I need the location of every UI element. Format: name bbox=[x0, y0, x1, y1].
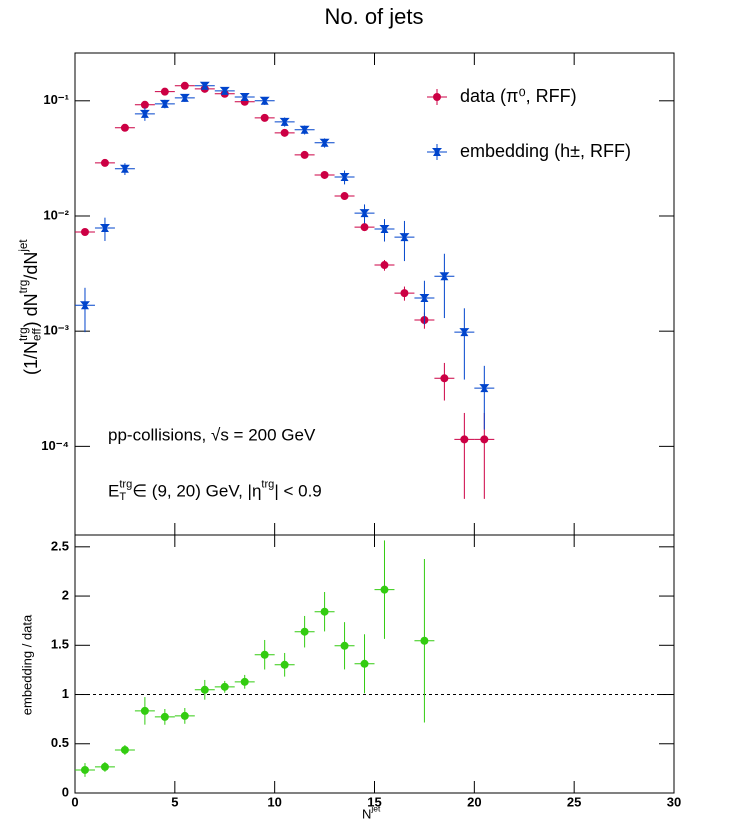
marker bbox=[100, 158, 109, 167]
marker bbox=[320, 170, 329, 179]
marker bbox=[319, 138, 330, 147]
marker bbox=[260, 113, 269, 122]
marker bbox=[260, 650, 269, 659]
annotation: E bbox=[108, 481, 119, 500]
y-tick-label: 1.5 bbox=[51, 637, 69, 652]
marker bbox=[120, 745, 129, 754]
y-axis-label-part: trg bbox=[17, 280, 30, 294]
marker bbox=[160, 712, 169, 721]
marker bbox=[239, 92, 250, 101]
marker bbox=[119, 164, 130, 173]
marker bbox=[199, 81, 210, 90]
x-tick-label: 0 bbox=[71, 794, 78, 809]
marker bbox=[80, 228, 89, 237]
y-tick-label: 0.5 bbox=[51, 735, 69, 750]
marker bbox=[340, 641, 349, 650]
marker bbox=[279, 117, 290, 126]
marker bbox=[99, 223, 110, 232]
marker bbox=[160, 87, 169, 96]
marker bbox=[459, 328, 470, 337]
x-tick-label: 5 bbox=[171, 794, 178, 809]
marker bbox=[380, 261, 389, 270]
annotation: trg bbox=[261, 478, 274, 490]
marker bbox=[360, 223, 369, 232]
y-axis-label: embedding / data bbox=[19, 614, 34, 715]
marker bbox=[180, 711, 189, 720]
chart-title: No. of jets bbox=[324, 4, 423, 29]
marker bbox=[80, 765, 89, 774]
y-axis-label-part: jet bbox=[17, 239, 30, 253]
marker bbox=[219, 86, 230, 95]
marker bbox=[339, 173, 350, 182]
x-axis-label: N bbox=[362, 806, 371, 821]
y-tick-label: 10⁻² bbox=[43, 207, 69, 222]
y-tick-label: 10⁻³ bbox=[43, 323, 69, 338]
annotation: | < 0.9 bbox=[274, 481, 321, 500]
marker bbox=[440, 374, 449, 383]
marker bbox=[79, 301, 90, 310]
marker bbox=[179, 93, 190, 102]
marker bbox=[200, 685, 209, 694]
y-axis-label-part: ) dN bbox=[21, 293, 41, 327]
marker bbox=[280, 660, 289, 669]
x-tick-label: 25 bbox=[567, 794, 581, 809]
marker bbox=[240, 677, 249, 686]
annotation: T bbox=[119, 491, 126, 503]
marker bbox=[100, 762, 109, 771]
legend-label: embedding (h±, RFF) bbox=[460, 141, 631, 161]
legend-marker bbox=[433, 93, 441, 101]
marker bbox=[140, 100, 149, 109]
y-tick-label: 1 bbox=[62, 686, 69, 701]
marker bbox=[399, 233, 410, 242]
x-tick-label: 30 bbox=[667, 794, 681, 809]
marker bbox=[340, 192, 349, 201]
marker bbox=[419, 294, 430, 303]
marker bbox=[439, 272, 450, 281]
y-axis-label-part: eff bbox=[30, 327, 43, 341]
marker bbox=[120, 123, 129, 132]
marker bbox=[460, 435, 469, 444]
x-tick-label: 20 bbox=[467, 794, 481, 809]
marker bbox=[479, 384, 490, 393]
y-axis-label-part: (1/N bbox=[21, 341, 41, 375]
marker bbox=[140, 706, 149, 715]
marker bbox=[139, 109, 150, 118]
marker bbox=[360, 659, 369, 668]
marker bbox=[480, 435, 489, 444]
annotation: pp-collisions, √s = 200 GeV bbox=[108, 425, 316, 444]
marker bbox=[180, 81, 189, 90]
marker bbox=[379, 225, 390, 234]
marker bbox=[220, 682, 229, 691]
y-tick-label: 10⁻¹ bbox=[43, 92, 69, 107]
marker bbox=[420, 636, 429, 645]
y-tick-label: 10⁻⁴ bbox=[41, 438, 69, 453]
marker bbox=[400, 289, 409, 298]
y-axis-label-part: /dN bbox=[21, 252, 41, 280]
marker bbox=[380, 585, 389, 594]
marker bbox=[300, 627, 309, 636]
marker bbox=[159, 99, 170, 108]
legend-marker bbox=[432, 148, 442, 156]
y-tick-label: 2 bbox=[62, 587, 69, 602]
y-axis-label-part: trg bbox=[17, 327, 30, 341]
x-tick-label: 10 bbox=[267, 794, 281, 809]
marker bbox=[300, 150, 309, 159]
y-tick-label: 0 bbox=[62, 784, 69, 799]
marker bbox=[359, 209, 370, 218]
marker bbox=[320, 607, 329, 616]
annotation: trg bbox=[119, 478, 132, 490]
marker bbox=[259, 96, 270, 105]
marker bbox=[280, 128, 289, 137]
legend-label: data (π⁰, RFF) bbox=[460, 86, 577, 106]
x-axis-label: jet bbox=[370, 803, 381, 813]
y-tick-label: 2.5 bbox=[51, 538, 69, 553]
x-tick-label: 15 bbox=[367, 794, 381, 809]
annotation: ∈ (9, 20) GeV, |η bbox=[132, 481, 261, 500]
marker bbox=[299, 125, 310, 134]
